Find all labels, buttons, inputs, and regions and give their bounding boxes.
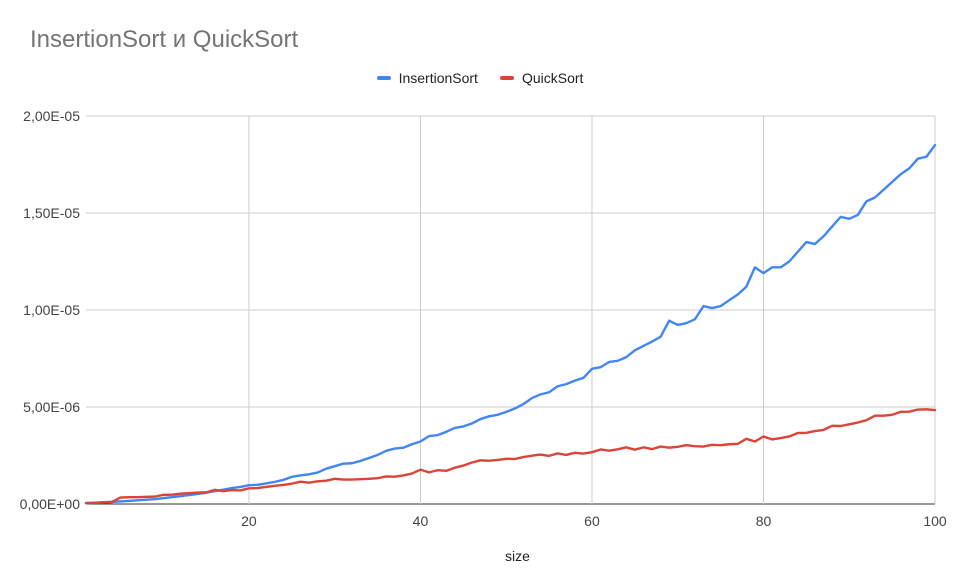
- series-layer: [84, 143, 937, 505]
- x-tick-label: 60: [584, 513, 600, 529]
- x-tick-label: 80: [756, 513, 772, 529]
- chart-title: InsertionSort и QuickSort: [30, 26, 299, 53]
- legend: InsertionSort QuickSort: [0, 70, 960, 86]
- tick-layer: 0,00E+00 5,00E-06 1,00E-05 1,50E-05 2,00E-05…: [20, 108, 947, 529]
- grid-layer: [86, 115, 936, 505]
- y-tick-label: 1,50E-05: [23, 205, 80, 221]
- y-tick-label: 5,00E-06: [23, 399, 80, 415]
- legend-label-quicksort: QuickSort: [521, 70, 584, 86]
- y-tick-label: 1,00E-05: [23, 302, 80, 318]
- x-tick-label: 40: [413, 513, 429, 529]
- series-line-insertionsort[interactable]: [84, 143, 937, 505]
- legend-swatch-insertionsort: [376, 76, 391, 80]
- legend-item-insertionsort[interactable]: InsertionSort: [376, 70, 478, 86]
- x-tick-label: 100: [923, 513, 947, 529]
- x-axis-title: size: [505, 548, 530, 564]
- x-tick-label: 20: [241, 513, 257, 529]
- legend-item-quicksort[interactable]: QuickSort: [499, 70, 584, 86]
- y-tick-label: 2,00E-05: [23, 108, 80, 124]
- legend-label-insertionsort: InsertionSort: [398, 70, 478, 86]
- legend-swatch-quicksort: [499, 76, 514, 80]
- y-tick-label: 0,00E+00: [20, 496, 81, 512]
- series-line-quicksort[interactable]: [84, 408, 937, 505]
